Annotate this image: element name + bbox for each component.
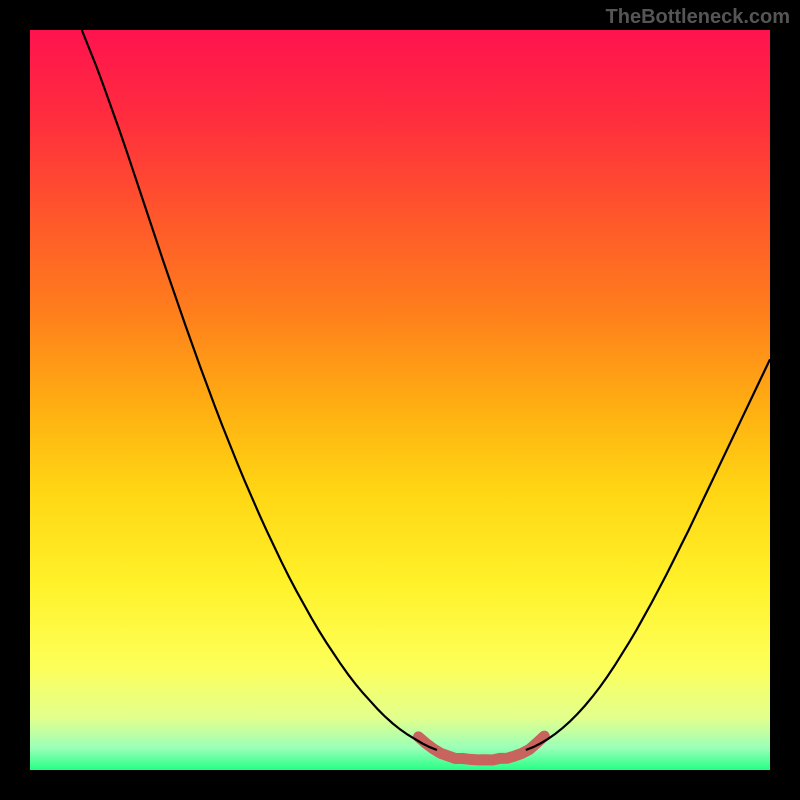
watermark-text: TheBottleneck.com [606, 6, 790, 29]
bottleneck-chart [0, 0, 800, 800]
plot-background [30, 30, 770, 770]
chart-svg [0, 0, 800, 800]
